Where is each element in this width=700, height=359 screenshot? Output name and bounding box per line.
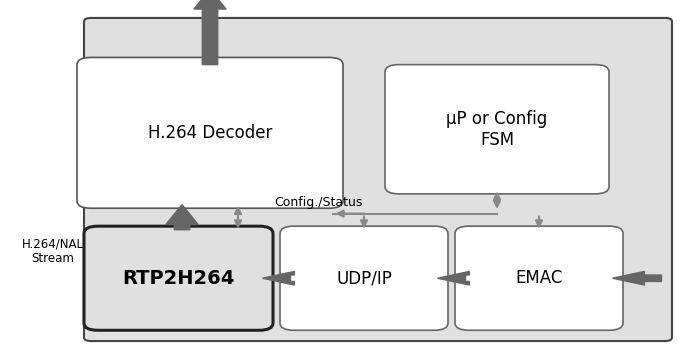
Polygon shape (194, 0, 226, 65)
FancyBboxPatch shape (280, 226, 448, 330)
Text: EMAC: EMAC (515, 269, 563, 287)
Text: μP or Config
FSM: μP or Config FSM (447, 110, 547, 149)
FancyBboxPatch shape (385, 65, 609, 194)
Polygon shape (612, 271, 662, 285)
FancyBboxPatch shape (84, 226, 273, 330)
Text: H.264 Decoder: H.264 Decoder (148, 124, 272, 142)
Text: RTP2H264: RTP2H264 (122, 269, 234, 288)
FancyBboxPatch shape (455, 226, 623, 330)
FancyBboxPatch shape (84, 18, 672, 341)
Text: UDP/IP: UDP/IP (336, 269, 392, 287)
Text: Config./Status: Config./Status (274, 196, 363, 209)
Polygon shape (262, 271, 295, 285)
Text: H.264/NAL
Stream: H.264/NAL Stream (22, 237, 83, 265)
FancyBboxPatch shape (77, 57, 343, 208)
Polygon shape (166, 205, 198, 230)
Polygon shape (438, 271, 470, 285)
